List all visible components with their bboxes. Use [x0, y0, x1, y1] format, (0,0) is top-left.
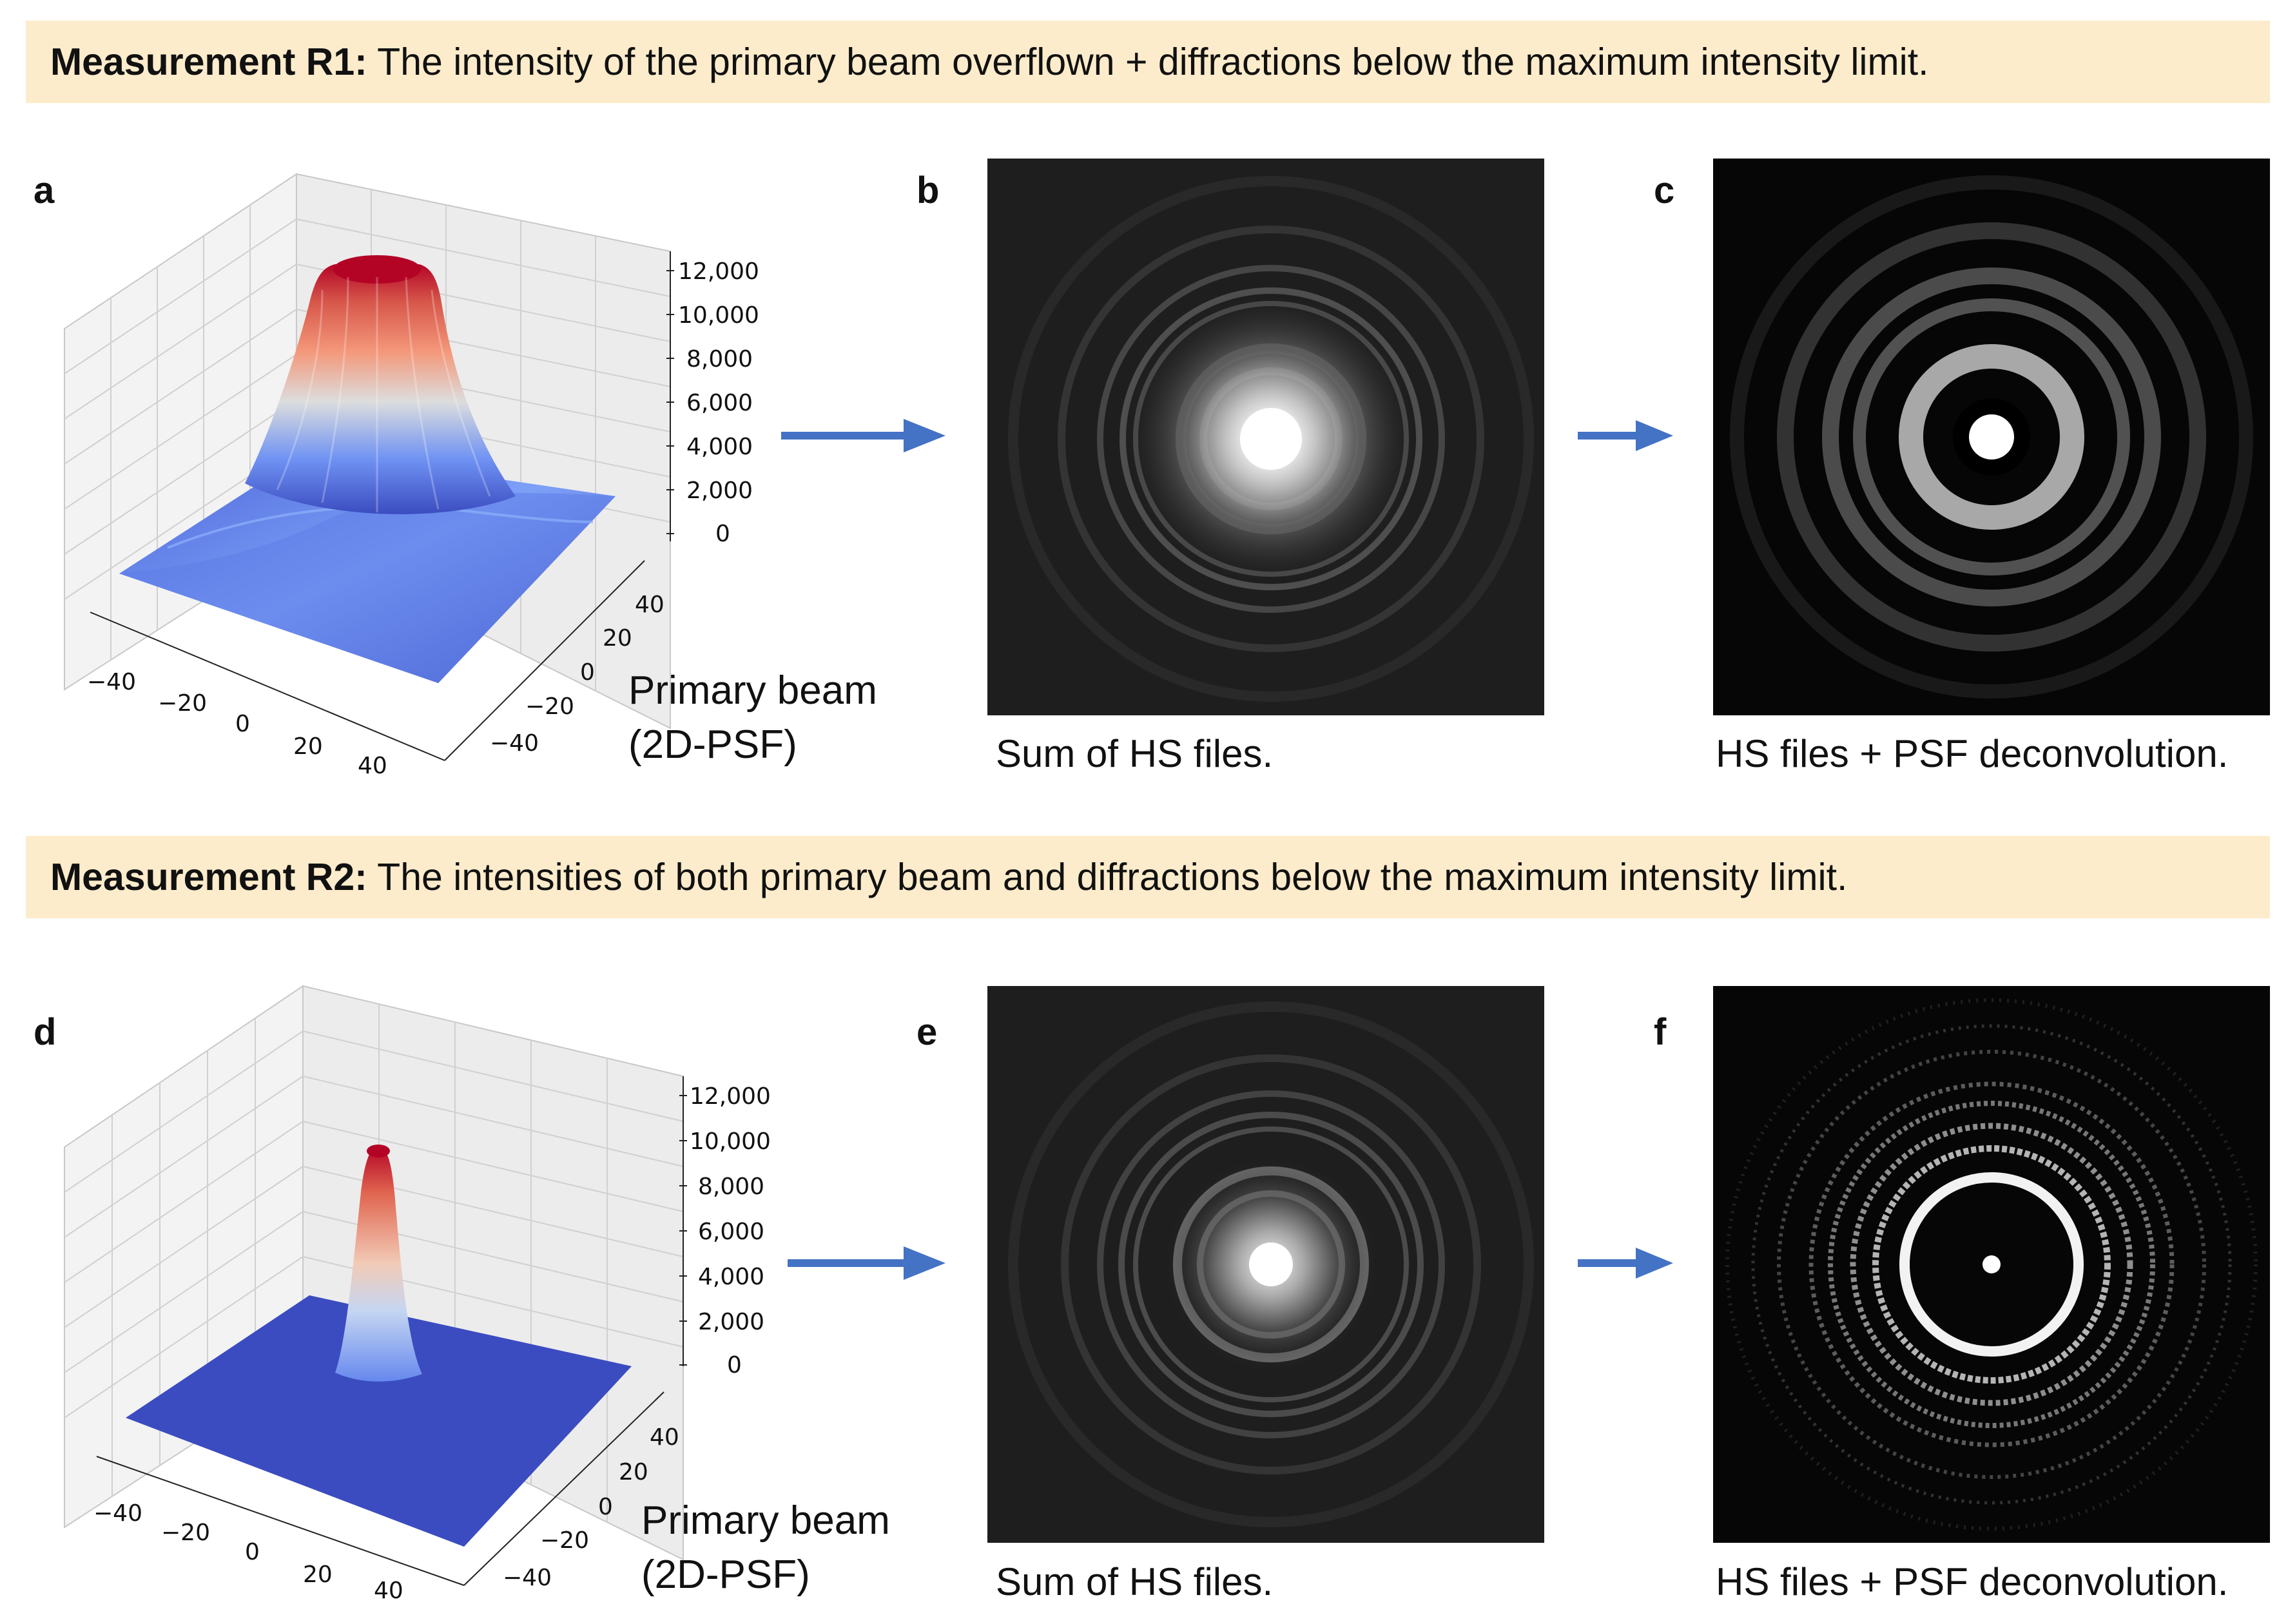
z-tick-r1-12000: 12,000: [678, 258, 759, 285]
caption-c: HS files + PSF deconvolution.: [1716, 732, 2229, 775]
caption-e: Sum of HS files.: [996, 1560, 1274, 1603]
x-tick-r1-n20: −20: [158, 690, 207, 717]
y-tick-r1-n40: −40: [490, 730, 539, 757]
y-tick-r1-40: 40: [635, 592, 664, 618]
banner-label-r2: Measurement R2:: [50, 856, 367, 898]
banner-text-r2: Measurement R2: The intensities of both …: [50, 855, 1847, 899]
x-tick-r1-n40: −40: [87, 669, 136, 695]
primary-beam-caption-r2: Primary beam (2D-PSF): [641, 1494, 890, 1602]
z-tick-r2-8000: 8,000: [698, 1174, 764, 1200]
panel-label-c: c: [1654, 169, 1675, 211]
y-tick-r2-40: 40: [650, 1424, 679, 1451]
banner-description-r1: The intensity of the primary beam overfl…: [367, 41, 1929, 83]
right-arrow-icon: [1578, 420, 1673, 451]
z-tick-r1-8000: 8,000: [686, 346, 753, 372]
deconvolved-image-c: [1713, 159, 2270, 715]
primary-beam-caption-r1: Primary beam (2D-PSF): [628, 664, 877, 772]
y-tick-r2-20: 20: [619, 1459, 648, 1485]
diffraction-image-b: [987, 159, 1544, 715]
banner-description-r2: The intensities of both primary beam and…: [367, 856, 1848, 898]
z-tick-r1-10000: 10,000: [678, 302, 759, 329]
deconvolved-image-f: [1713, 986, 2270, 1543]
caption-b: Sum of HS files.: [996, 732, 1274, 775]
right-arrow-icon: [1578, 1248, 1673, 1279]
x-tick-r2-n20: −20: [161, 1520, 210, 1546]
x-tick-r2-n40: −40: [93, 1500, 142, 1527]
z-tick-r2-2000: 2,000: [698, 1309, 764, 1335]
y-tick-r1-0: 0: [580, 659, 595, 686]
z-tick-r2-6000: 6,000: [698, 1219, 764, 1245]
beam-caption-line1-r2: Primary beam: [641, 1498, 890, 1543]
y-tick-r1-20: 20: [603, 625, 632, 652]
y-tick-r2-n20: −20: [540, 1527, 589, 1554]
z-tick-r2-12000: 12,000: [690, 1083, 771, 1110]
x-tick-r2-0: 0: [245, 1539, 260, 1565]
measurement-r1-banner: Measurement R1: The intensity of the pri…: [26, 21, 2270, 103]
caption-f: HS files + PSF deconvolution.: [1716, 1560, 2229, 1603]
panel-label-e: e: [916, 1011, 938, 1053]
z-tick-r1-4000: 4,000: [686, 434, 753, 460]
panel-label-b: b: [916, 169, 940, 211]
beam-caption-line2-r2: (2D-PSF): [641, 1552, 810, 1597]
banner-label-r1: Measurement R1:: [50, 41, 367, 83]
y-tick-r2-0: 0: [598, 1494, 613, 1520]
panel-label-d: d: [34, 1011, 57, 1053]
z-tick-r2-10000: 10,000: [690, 1128, 771, 1155]
right-arrow-icon: [788, 1246, 945, 1280]
z-tick-r2-0: 0: [727, 1352, 742, 1378]
right-arrow-icon: [781, 419, 945, 452]
z-tick-r1-2000: 2,000: [686, 478, 753, 504]
y-tick-r1-n20: −20: [525, 693, 574, 720]
x-tick-r2-20: 20: [303, 1561, 333, 1588]
panel-label-a: a: [34, 169, 55, 211]
psf-3d-plot-r2: 12,000 10,000 8,000 6,000 4,000 2,000 0 …: [52, 980, 771, 1604]
z-tick-r1-6000: 6,000: [686, 390, 753, 416]
banner-text-r1: Measurement R1: The intensity of the pri…: [50, 40, 1929, 84]
z-tick-r1-0: 0: [715, 521, 730, 547]
x-tick-r1-40: 40: [358, 753, 387, 779]
measurement-r2-banner: Measurement R2: The intensities of both …: [26, 836, 2270, 918]
x-tick-r2-40: 40: [374, 1578, 403, 1604]
panel-label-f: f: [1654, 1011, 1667, 1053]
beam-caption-line2-r1: (2D-PSF): [628, 722, 797, 767]
psf-3d-plot-r1: 12,000 10,000 8,000 6,000 4,000 2,000 0 …: [52, 161, 759, 780]
z-tick-r2-4000: 4,000: [698, 1264, 764, 1290]
x-tick-r1-20: 20: [293, 733, 323, 760]
diffraction-image-e: [987, 986, 1544, 1543]
beam-caption-line1-r1: Primary beam: [628, 668, 877, 713]
x-tick-r1-0: 0: [235, 711, 250, 737]
y-tick-r2-n40: −40: [503, 1565, 552, 1591]
